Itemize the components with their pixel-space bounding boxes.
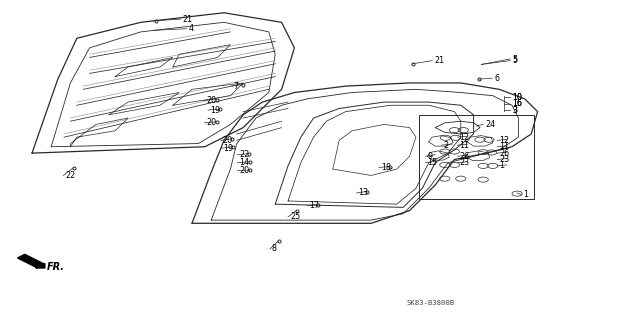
Text: 20: 20: [223, 136, 233, 145]
Text: 11: 11: [499, 142, 509, 151]
Text: 23: 23: [460, 158, 470, 167]
Text: 12: 12: [460, 133, 470, 142]
Text: 18: 18: [381, 163, 391, 172]
Text: 15: 15: [428, 158, 438, 167]
Text: 19: 19: [223, 144, 233, 153]
Text: 23: 23: [499, 155, 509, 164]
Text: SK83-B3800B: SK83-B3800B: [406, 300, 454, 306]
Text: 21: 21: [434, 56, 444, 65]
Text: 19: 19: [210, 106, 220, 115]
Text: 13: 13: [358, 189, 369, 197]
Text: 22: 22: [239, 150, 250, 159]
Text: 20: 20: [206, 118, 216, 127]
Text: 11: 11: [460, 141, 470, 150]
Text: 3: 3: [512, 106, 517, 115]
Text: 4: 4: [189, 24, 194, 33]
Text: 20: 20: [206, 96, 216, 105]
Text: 16: 16: [512, 99, 522, 108]
Bar: [419, 115, 534, 199]
Text: 24: 24: [485, 120, 495, 129]
Text: 21: 21: [182, 15, 193, 24]
Text: 17: 17: [309, 201, 319, 210]
Text: 5: 5: [512, 56, 517, 65]
Text: 16: 16: [512, 99, 522, 108]
Text: 9: 9: [428, 152, 433, 161]
Text: 22: 22: [65, 171, 76, 180]
Text: 1: 1: [499, 161, 504, 170]
Text: FR.: FR.: [47, 262, 65, 272]
Text: 7: 7: [234, 82, 239, 91]
Text: 10: 10: [512, 93, 522, 102]
Text: 12: 12: [499, 136, 509, 145]
Text: 14: 14: [239, 158, 250, 167]
Text: 5: 5: [512, 55, 517, 63]
Text: 26: 26: [460, 152, 470, 161]
Text: 10: 10: [512, 93, 522, 102]
Text: 2: 2: [444, 141, 449, 150]
Text: 3: 3: [512, 106, 517, 115]
Text: 1: 1: [524, 190, 529, 199]
FancyArrow shape: [17, 254, 45, 268]
Text: 25: 25: [290, 212, 300, 221]
Text: 6: 6: [494, 74, 499, 83]
Text: 26: 26: [499, 149, 509, 158]
Text: 20: 20: [239, 166, 250, 175]
Text: 8: 8: [272, 244, 277, 253]
